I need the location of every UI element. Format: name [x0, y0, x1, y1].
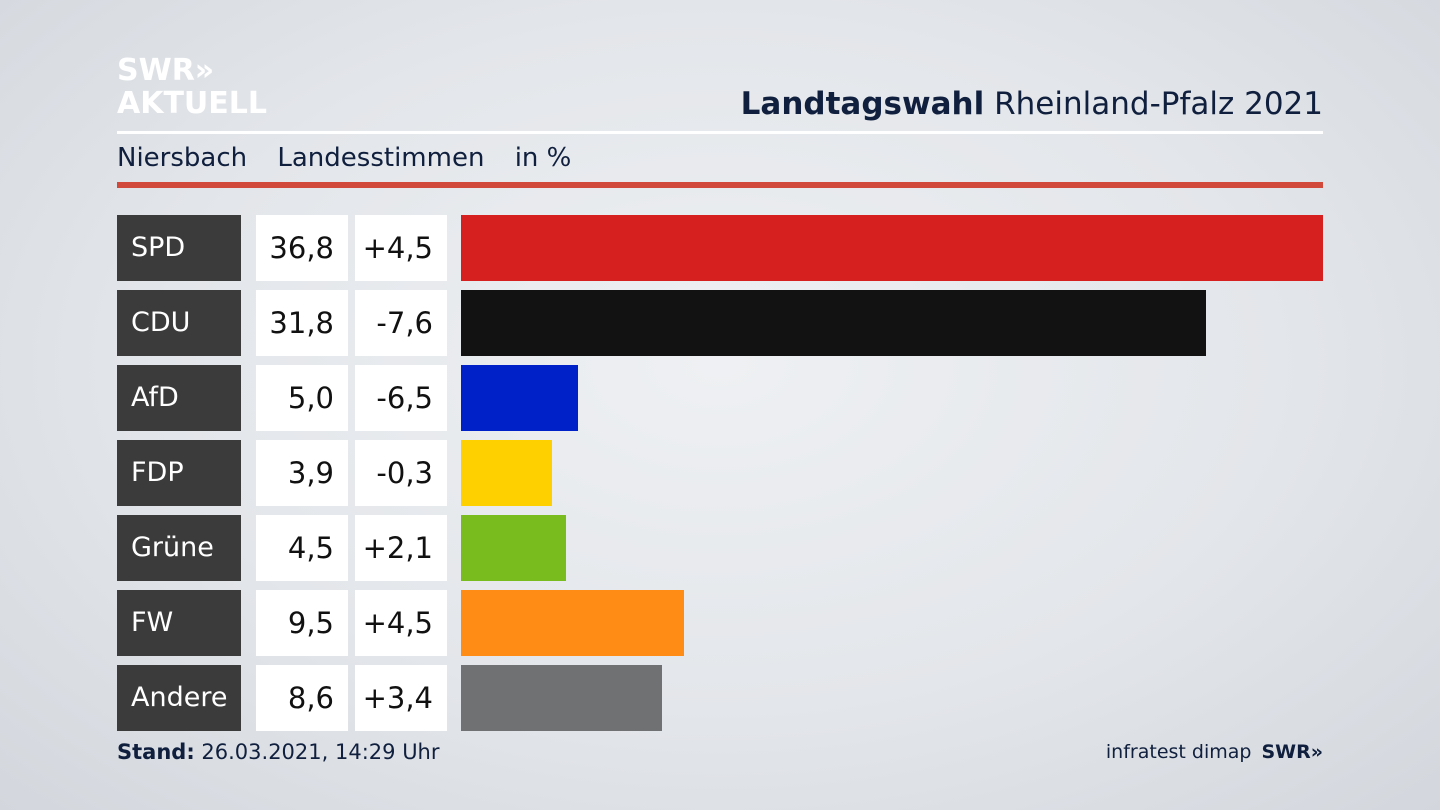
diff-label: -6,5 — [355, 365, 447, 431]
bar — [461, 440, 552, 506]
stand-value: 26.03.2021, 14:29 Uhr — [201, 740, 440, 764]
chart-row-4: Grüne 4,5 +2,1 — [117, 515, 1323, 581]
party-label: CDU — [117, 290, 241, 356]
diff-label: -7,6 — [355, 290, 447, 356]
swr-aktuell-logo: SWR» AKTUELL — [117, 54, 267, 120]
diff-label: +3,4 — [355, 665, 447, 731]
value-label: 5,0 — [256, 365, 348, 431]
value-label: 36,8 — [256, 215, 348, 281]
bar — [461, 665, 662, 731]
value-label: 9,5 — [256, 590, 348, 656]
party-label: FW — [117, 590, 241, 656]
chart-row-5: FW 9,5 +4,5 — [117, 590, 1323, 656]
value-label: 8,6 — [256, 665, 348, 731]
party-label: FDP — [117, 440, 241, 506]
bar — [461, 515, 566, 581]
diff-label: +4,5 — [355, 215, 447, 281]
subtitle-place: Niersbach — [117, 143, 248, 173]
value-label: 3,9 — [256, 440, 348, 506]
chart-row-6: Andere 8,6 +3,4 — [117, 665, 1323, 731]
chart-row-3: FDP 3,9 -0,3 — [117, 440, 1323, 506]
party-label: Andere — [117, 665, 241, 731]
stand-label: Stand: — [117, 740, 195, 764]
bar — [461, 215, 1323, 281]
source-credit: infratest dimap SWR» — [1106, 741, 1323, 763]
diff-label: +2,1 — [355, 515, 447, 581]
party-label: AfD — [117, 365, 241, 431]
title-bold: Landtagswahl — [740, 86, 985, 122]
bar — [461, 365, 578, 431]
chart-subtitle: Niersbach Landesstimmen in % — [117, 143, 593, 173]
subtitle-measure: Landesstimmen — [277, 143, 485, 173]
swr-brand: SWR» — [1261, 741, 1323, 763]
accent-divider — [117, 182, 1323, 188]
diff-label: +4,5 — [355, 590, 447, 656]
timestamp: Stand: 26.03.2021, 14:29 Uhr — [117, 740, 440, 764]
subtitle-unit: in % — [514, 143, 572, 173]
bar — [461, 290, 1206, 356]
value-label: 4,5 — [256, 515, 348, 581]
party-label: Grüne — [117, 515, 241, 581]
diff-label: -0,3 — [355, 440, 447, 506]
source-label: infratest dimap — [1105, 741, 1252, 763]
party-label: SPD — [117, 215, 241, 281]
logo-line-1: SWR» — [117, 53, 215, 88]
header-divider — [117, 131, 1323, 134]
chart-row-0: SPD 36,8 +4,5 — [117, 215, 1323, 281]
value-label: 31,8 — [256, 290, 348, 356]
page-title: Landtagswahl Rheinland-Pfalz 2021 — [741, 86, 1323, 122]
chart-row-2: AfD 5,0 -6,5 — [117, 365, 1323, 431]
logo-line-2: AKTUELL — [117, 86, 268, 121]
title-rest: Rheinland-Pfalz 2021 — [994, 86, 1323, 122]
bar — [461, 590, 684, 656]
chart-row-1: CDU 31,8 -7,6 — [117, 290, 1323, 356]
